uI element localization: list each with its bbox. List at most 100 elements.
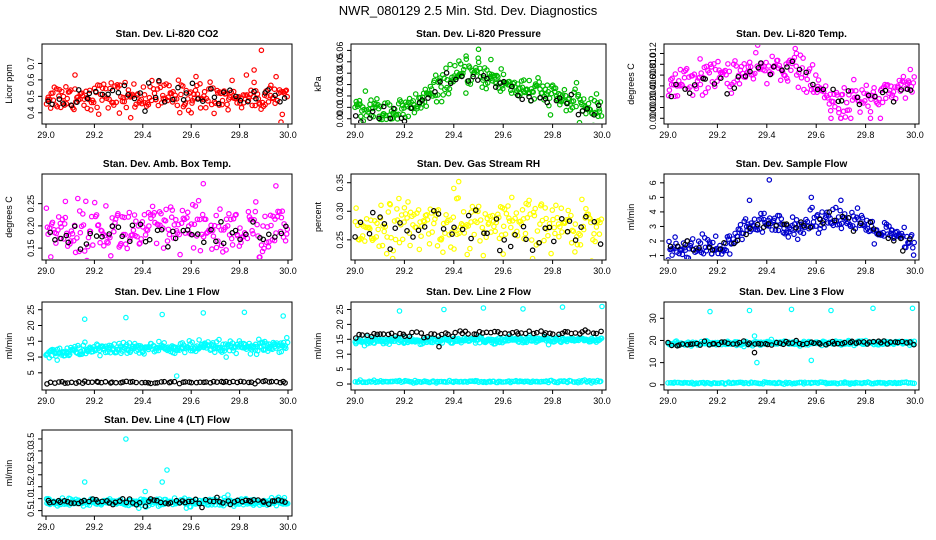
- data-point: [526, 328, 533, 335]
- x-tick-label: 29.2: [396, 266, 414, 276]
- data-point: [108, 253, 114, 259]
- data-point: [200, 234, 207, 240]
- data-point: [99, 91, 106, 98]
- data-point: [547, 112, 554, 118]
- data-point: [179, 207, 186, 214]
- data-point: [793, 225, 799, 231]
- x-tick-label: 29.2: [396, 396, 414, 406]
- data-point-outlier: [463, 53, 469, 59]
- data-point: [250, 231, 256, 237]
- data-point: [161, 378, 168, 385]
- data-point: [212, 349, 218, 356]
- data-point: [507, 224, 514, 231]
- data-point: [378, 202, 384, 209]
- data-point: [551, 88, 558, 95]
- data-point: [126, 496, 133, 502]
- x-tick-label: 29.2: [86, 130, 104, 140]
- plot-frame: [663, 173, 920, 261]
- data-point: [169, 207, 176, 213]
- data-point: [419, 223, 425, 229]
- data-point: [90, 496, 96, 502]
- data-point: [546, 220, 553, 227]
- data-point-outlier: [200, 310, 207, 316]
- data-point: [141, 351, 147, 357]
- data-point: [209, 246, 215, 252]
- x-tick-label: 29.0: [346, 266, 364, 276]
- data-point: [97, 239, 103, 246]
- panel-gas-stream-rh: Stan. Dev. Gas Stream RH percent 29.0 29.2 2…: [313, 159, 611, 276]
- y-tick-label: 4: [648, 209, 658, 214]
- data-point: [281, 95, 288, 101]
- data-point: [68, 102, 75, 109]
- data-point: [53, 86, 60, 92]
- data-point: [250, 219, 256, 225]
- panel-title: Stan. Dev. Gas Stream RH: [417, 159, 540, 170]
- data-point: [268, 82, 274, 89]
- x-tick-label: 29.0: [659, 266, 677, 276]
- data-point: [283, 223, 289, 230]
- y-tick-label: 0.010: [648, 53, 658, 76]
- data-point: [675, 78, 682, 84]
- data-point: [795, 84, 802, 91]
- data-point: [445, 331, 451, 338]
- data-point: [137, 221, 144, 228]
- x-tick-label: 29.6: [494, 396, 512, 406]
- data-point: [546, 224, 553, 231]
- data-point: [228, 216, 234, 223]
- data-point: [406, 333, 413, 340]
- data-point: [447, 61, 453, 68]
- data-point: [219, 97, 226, 104]
- data-point: [178, 220, 185, 227]
- data-point: [371, 330, 377, 337]
- data-point: [127, 379, 134, 385]
- data-point: [93, 212, 100, 218]
- data-point: [697, 342, 703, 348]
- panel-title: Stan. Dev. Amb. Box Temp.: [103, 159, 231, 170]
- data-point: [725, 340, 731, 347]
- data-point: [899, 338, 905, 345]
- plot-frame: [350, 43, 607, 125]
- data-point: [778, 216, 785, 222]
- data-point: [721, 240, 727, 246]
- data-point: [789, 340, 796, 346]
- data-point: [199, 504, 205, 511]
- data-point: [357, 219, 364, 226]
- data-point: [61, 221, 68, 227]
- data-point: [166, 82, 172, 89]
- data-point: [728, 90, 735, 97]
- data-point: [434, 243, 441, 249]
- data-point: [907, 66, 914, 73]
- data-point: [189, 80, 196, 87]
- panel-line3-flow: Stan. Dev. Line 3 Flow ml/min 29.0 29.2 29.4…: [626, 287, 924, 406]
- data-point: [376, 113, 383, 120]
- data-point: [114, 82, 121, 88]
- data-point: [889, 92, 896, 98]
- data-point: [739, 236, 745, 243]
- data-point: [798, 219, 804, 225]
- data-point: [568, 240, 575, 246]
- data-point: [559, 229, 565, 235]
- data-point: [566, 218, 573, 224]
- data-point: [468, 235, 474, 242]
- data-point: [764, 80, 770, 87]
- data-point: [773, 339, 780, 346]
- data-point: [81, 102, 87, 109]
- data-point: [121, 98, 128, 105]
- x-tick-label: 29.8: [231, 396, 249, 406]
- data-point: [807, 224, 814, 231]
- data-point: [227, 87, 233, 94]
- data-point: [577, 232, 584, 238]
- data-point: [841, 85, 848, 91]
- data-point: [503, 210, 510, 217]
- x-tick-label: 30.0: [906, 130, 924, 140]
- data-point: [514, 92, 521, 99]
- data-point: [481, 230, 487, 237]
- data-point: [218, 219, 224, 225]
- data-point-outlier: [200, 180, 207, 187]
- data-point: [767, 71, 774, 78]
- data-point: [531, 212, 538, 219]
- data-point: [123, 104, 130, 111]
- x-tick-label: 29.2: [86, 396, 104, 406]
- y-axis-label: ml/min: [4, 333, 14, 360]
- data-point: [127, 238, 133, 245]
